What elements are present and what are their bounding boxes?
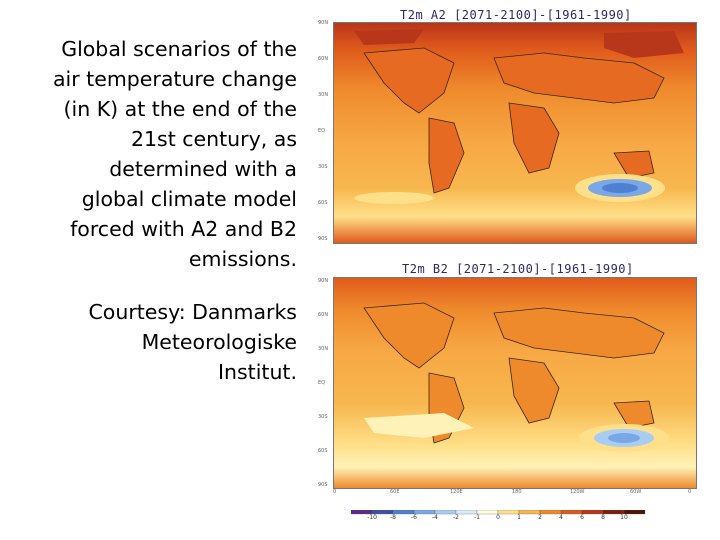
map-b2-title: T2m B2 [2071-2100]-[1961-1990] — [402, 262, 634, 276]
caption-line: emissions. — [188, 247, 297, 271]
lat-tick: 30N — [318, 92, 329, 98]
lat-tick: EQ — [318, 380, 326, 386]
lat-tick: 60N — [318, 56, 329, 62]
colorbar-label: 10 — [620, 514, 628, 521]
caption-line: determined with a — [109, 157, 297, 181]
colorbar-label: -1 — [474, 514, 480, 521]
lat-tick: 30N — [318, 346, 329, 352]
lon-tick: 120E — [450, 489, 463, 495]
lon-tick: 0 — [688, 489, 692, 495]
lat-tick: 30S — [318, 164, 328, 170]
colorbar-label: 4 — [559, 514, 563, 521]
colorbar-label: 0 — [496, 514, 500, 521]
colorbar-labels: -10 -8 -6 -4 -2 -1 0 1 2 4 6 8 10 — [351, 514, 651, 522]
lat-tick: EQ — [318, 128, 326, 134]
courtesy-line: Meteorologiske — [141, 330, 297, 354]
colorbar-label: -6 — [411, 514, 417, 521]
colorbar-label: 8 — [601, 514, 605, 521]
map-a2-title: T2m A2 [2071-2100]-[1961-1990] — [400, 8, 632, 22]
lat-tick: 90N — [318, 20, 329, 26]
lat-tick: 90N — [318, 278, 329, 284]
caption-line: 21st century, as — [130, 127, 297, 151]
caption-line: (in K) at the end of the — [63, 97, 298, 121]
caption-line: Global scenarios of the — [61, 37, 297, 61]
courtesy-credit: Courtesy: Danmarks Meteorologiske Instit… — [10, 297, 297, 387]
colorbar-label: -4 — [432, 514, 438, 521]
lat-tick: 60S — [318, 200, 328, 206]
lat-tick: 30S — [318, 414, 328, 420]
lon-tick: 0 — [333, 489, 337, 495]
caption-line: air temperature change — [52, 67, 297, 91]
colorbar-label: 6 — [580, 514, 584, 521]
map-b2-image — [334, 278, 696, 488]
colorbar — [351, 510, 646, 515]
map-b2 — [333, 277, 697, 489]
colorbar-label: -10 — [367, 514, 377, 521]
lat-tick: 90S — [318, 236, 328, 242]
lat-tick: 60S — [318, 448, 328, 454]
map-a2-image — [334, 23, 696, 243]
lon-tick: 60W — [630, 489, 642, 495]
colorbar-label: 1 — [517, 514, 521, 521]
colorbar-label: -8 — [390, 514, 396, 521]
caption-line: global climate model — [81, 187, 297, 211]
lon-tick: 180 — [512, 489, 522, 495]
colorbar-label: -2 — [453, 514, 459, 521]
caption: Global scenarios of the air temperature … — [10, 34, 297, 387]
courtesy-line: Institut. — [217, 360, 297, 384]
colorbar-segment — [623, 510, 646, 515]
caption-line: forced with A2 and B2 — [70, 217, 297, 241]
colorbar-label: 2 — [538, 514, 542, 521]
courtesy-line: Courtesy: Danmarks — [88, 300, 297, 324]
lon-tick: 60E — [390, 489, 400, 495]
lon-tick: 120W — [570, 489, 585, 495]
lat-tick: 60N — [318, 312, 329, 318]
lat-tick: 90S — [318, 482, 328, 488]
map-a2 — [333, 22, 697, 244]
